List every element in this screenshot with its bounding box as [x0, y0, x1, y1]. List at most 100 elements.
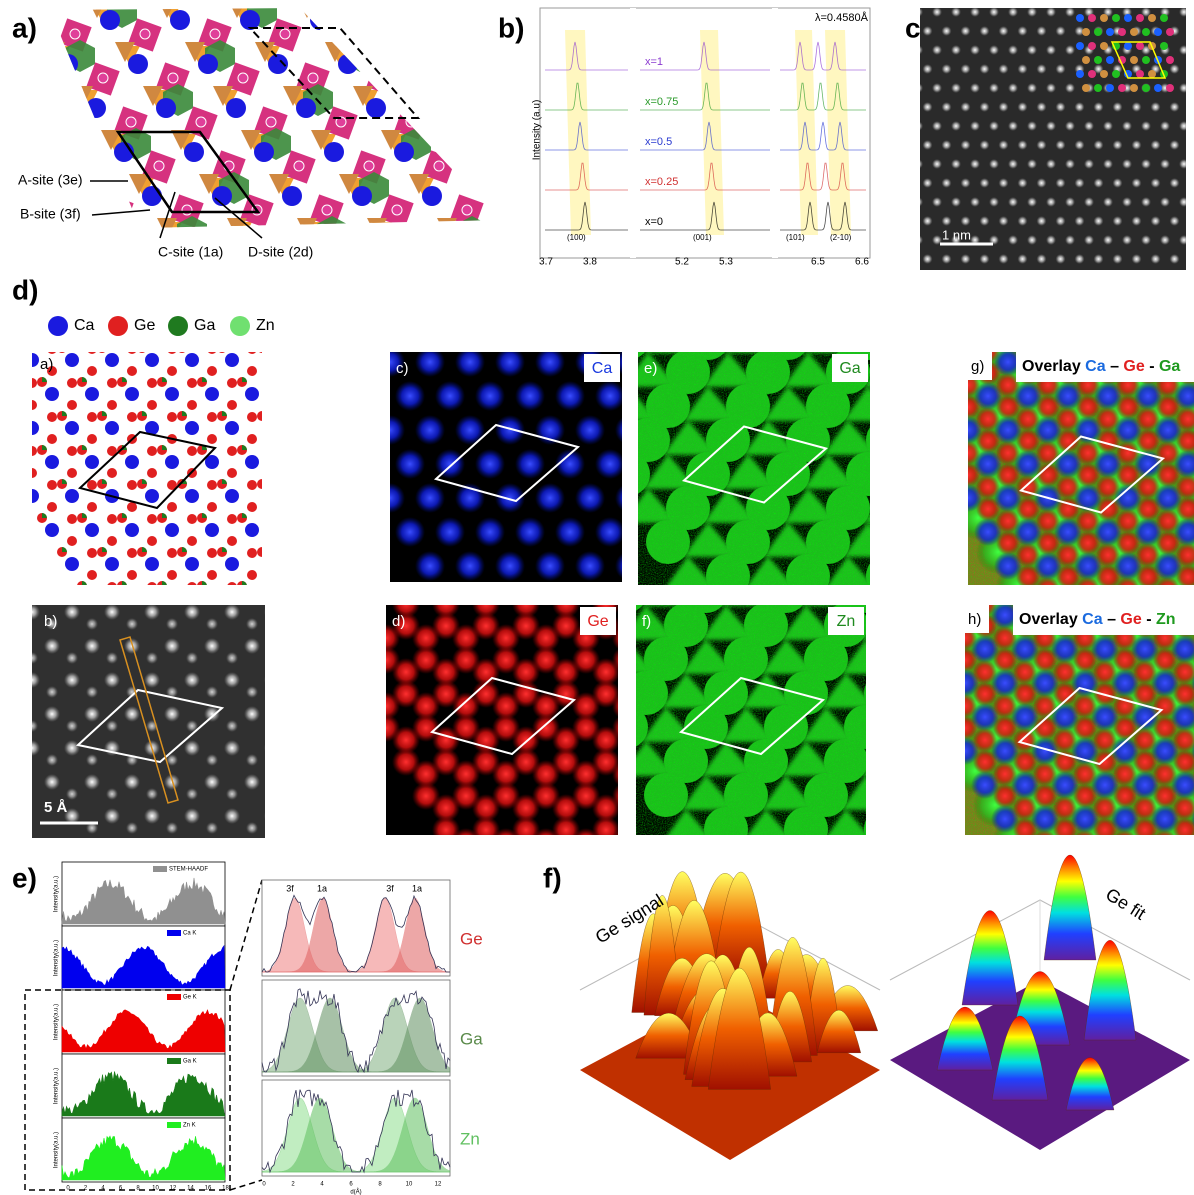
site-d — [325, 262, 345, 282]
signal — [515, 517, 545, 547]
ge — [247, 570, 257, 580]
mixed-ga — [22, 411, 27, 416]
atom — [989, 45, 999, 55]
legend-label: STEM-HAADF — [169, 867, 208, 873]
legend-swatch — [48, 316, 68, 336]
panel-group: Overlay Ca – Ge - Zn h) — [931, 567, 1194, 895]
mixed — [257, 479, 262, 489]
ge — [207, 366, 217, 376]
ca — [125, 591, 139, 605]
signal — [432, 658, 460, 686]
signal — [395, 313, 425, 343]
ca — [32, 353, 39, 367]
image — [390, 352, 622, 582]
signal — [435, 381, 465, 411]
ge — [248, 352, 256, 354]
signal — [1056, 543, 1080, 567]
site-d — [0, 174, 9, 194]
atom — [44, 570, 60, 586]
atom — [970, 159, 980, 169]
signal — [1131, 635, 1159, 663]
signal — [555, 449, 585, 479]
atom — [266, 584, 278, 596]
trace — [545, 162, 866, 191]
ge — [32, 378, 37, 388]
site-b — [100, 194, 134, 228]
subpanel-label: h) — [968, 611, 981, 628]
signal — [956, 327, 980, 351]
atom — [246, 686, 258, 698]
signal — [1151, 737, 1179, 765]
atom — [932, 45, 942, 55]
site-b — [310, 0, 343, 8]
atom — [266, 788, 278, 800]
atom — [1065, 121, 1075, 131]
ge — [267, 446, 277, 456]
atom — [306, 856, 318, 868]
signal — [1116, 531, 1140, 555]
ge — [227, 468, 237, 478]
signal — [866, 563, 870, 585]
atom-overlay — [1100, 42, 1108, 50]
signal — [1156, 577, 1180, 585]
site-d — [302, 8, 322, 22]
signal — [931, 567, 959, 595]
site-d — [171, 130, 191, 150]
atom — [1103, 197, 1113, 207]
site-a — [30, 230, 50, 250]
legend-swatch — [167, 994, 181, 1000]
site-b-hex — [415, 260, 445, 292]
atom — [941, 64, 952, 74]
signal — [934, 450, 962, 478]
panel-group: Zn f) — [636, 605, 866, 835]
atom — [970, 83, 980, 93]
signal — [500, 605, 512, 606]
signal — [495, 352, 525, 377]
mixed-ga — [182, 547, 187, 552]
signal — [1173, 851, 1194, 895]
signal — [492, 624, 520, 652]
ge — [67, 446, 77, 456]
site-d — [185, 262, 205, 282]
atom — [920, 121, 923, 131]
signal — [1113, 762, 1137, 786]
atom — [184, 808, 200, 824]
site-a — [128, 54, 148, 74]
site-c — [279, 28, 291, 40]
atom — [989, 83, 999, 93]
site-a — [240, 10, 260, 30]
label: x=0.75 — [645, 96, 678, 108]
legend-swatch — [167, 930, 181, 936]
site-d — [395, 42, 415, 62]
site-b-hex — [443, 84, 473, 116]
site-a — [100, 230, 120, 250]
atom — [1093, 216, 1104, 226]
atom-overlay — [1112, 14, 1120, 22]
ca — [85, 387, 99, 401]
atom — [998, 26, 1009, 36]
signal — [866, 427, 870, 453]
cell — [75, 688, 225, 764]
signal — [595, 517, 622, 547]
tick-label: 0 — [262, 1182, 266, 1188]
axis-label: Intensity(a.u.) — [54, 1004, 60, 1040]
atom — [1141, 121, 1151, 131]
atom-overlay — [1124, 42, 1132, 50]
signal — [435, 517, 465, 547]
atom — [1179, 121, 1186, 131]
fit-label: 1a — [317, 883, 327, 893]
signal — [390, 483, 405, 513]
signal — [1031, 669, 1059, 697]
signal — [994, 484, 1022, 512]
signal — [996, 509, 1020, 533]
cell — [77, 430, 217, 510]
fit-peak — [991, 1015, 1049, 1101]
fit-peak — [1043, 854, 1097, 961]
site-d — [428, 90, 448, 110]
signal — [1096, 429, 1120, 453]
atom — [146, 584, 158, 596]
atom-overlay — [1106, 56, 1114, 64]
atom — [104, 605, 120, 620]
site-d — [339, 174, 359, 194]
atom — [1084, 197, 1094, 207]
